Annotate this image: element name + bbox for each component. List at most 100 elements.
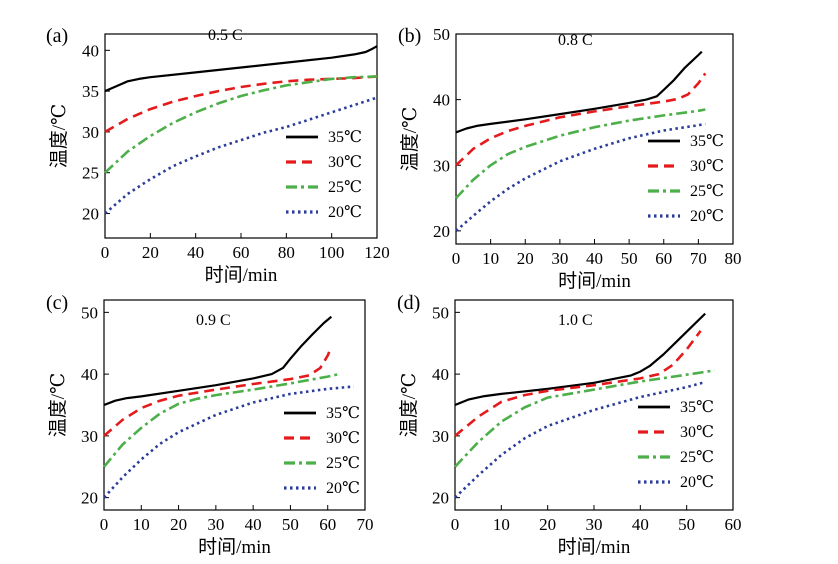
x-axis-title: 时间/min [205, 264, 278, 286]
x-tick-label: 20 [170, 515, 187, 534]
legend-label: 20℃ [326, 480, 360, 497]
legend-label: 20℃ [328, 204, 362, 221]
y-tick-label: 20 [433, 222, 450, 241]
series-line [103, 345, 333, 437]
series-line [454, 330, 702, 437]
x-tick-label: 40 [632, 515, 649, 534]
series-line [104, 75, 378, 174]
x-axis-title: 时间/min [558, 536, 631, 558]
series-line [103, 385, 354, 499]
rate-annotation: 0.8 C [558, 32, 593, 49]
x-tick-label: 100 [319, 243, 345, 262]
y-tick-label: 40 [432, 365, 449, 384]
x-axis-title: 时间/min [558, 270, 631, 292]
x-tick-label: 40 [586, 249, 603, 268]
x-tick-label: 50 [282, 515, 299, 534]
y-tick-label: 30 [432, 427, 449, 446]
panel-letter: (a) [46, 25, 68, 47]
rate-annotation: 0.5 C [208, 27, 243, 44]
y-tick-label: 30 [82, 123, 99, 142]
x-tick-label: 0 [101, 243, 110, 262]
x-tick-label: 40 [187, 243, 204, 262]
rate-annotation: 0.9 C [196, 312, 231, 329]
y-tick-label: 50 [433, 25, 450, 44]
legend-label: 35℃ [326, 405, 360, 422]
x-tick-label: 60 [725, 515, 742, 534]
legend-label: 35℃ [328, 129, 362, 146]
y-tick-label: 40 [433, 91, 450, 110]
legend-label: 25℃ [326, 455, 360, 472]
y-axis-title: 温度/℃ [398, 373, 420, 438]
x-tick-label: 0 [451, 515, 460, 534]
rate-annotation: 1.0 C [558, 312, 593, 329]
x-tick-label: 10 [133, 515, 150, 534]
legend-label: 25℃ [680, 449, 714, 466]
x-tick-label: 50 [678, 515, 695, 534]
y-tick-label: 50 [81, 303, 98, 322]
legend-label: 30℃ [328, 154, 362, 171]
y-tick-label: 20 [81, 489, 98, 508]
panel-letter: (b) [398, 25, 421, 47]
y-tick-label: 50 [432, 303, 449, 322]
x-tick-label: 30 [551, 249, 568, 268]
series-line [104, 96, 378, 215]
y-tick-label: 20 [82, 205, 99, 224]
y-tick-label: 25 [82, 164, 99, 183]
series-line [104, 45, 378, 93]
series-line [103, 372, 340, 468]
panel-letter: (d) [397, 292, 420, 314]
x-tick-label: 30 [586, 515, 603, 534]
series-line [104, 75, 378, 134]
x-tick-label: 70 [690, 249, 707, 268]
legend-label: 30℃ [326, 430, 360, 447]
x-tick-label: 30 [207, 515, 224, 534]
y-tick-label: 40 [82, 41, 99, 60]
legend-label: 20℃ [690, 208, 724, 225]
x-tick-label: 70 [357, 515, 374, 534]
x-tick-label: 20 [539, 515, 556, 534]
y-tick-label: 40 [81, 365, 98, 384]
x-tick-label: 20 [517, 249, 534, 268]
x-tick-label: 10 [482, 249, 499, 268]
series-line [454, 312, 706, 407]
legend-label: 35℃ [680, 399, 714, 416]
x-tick-label: 80 [278, 243, 295, 262]
series-line [455, 50, 703, 134]
y-tick-label: 30 [433, 156, 450, 175]
x-tick-label: 60 [655, 249, 672, 268]
x-tick-label: 60 [233, 243, 250, 262]
chart-panel: 0 10 20 30 40 50 60 70 20 30 40 50 时间/min 温度/℃ (c) 0.9 … [46, 292, 374, 558]
series-line [455, 72, 707, 167]
chart-panel: 0 10 20 30 40 50 60 70 80 20 30 40 50 时间/min 温度/℃ (b) 0.… [398, 25, 742, 292]
legend-label: 30℃ [680, 424, 714, 441]
y-tick-label: 20 [432, 489, 449, 508]
x-tick-label: 120 [364, 243, 390, 262]
legend-label: 25℃ [328, 179, 362, 196]
y-axis-title: 温度/℃ [399, 107, 421, 172]
series-line [103, 315, 333, 407]
legend-label: 25℃ [690, 183, 724, 200]
y-axis-title: 温度/℃ [48, 104, 70, 169]
legend-label: 35℃ [690, 133, 724, 150]
x-tick-label: 40 [245, 515, 262, 534]
x-tick-label: 50 [621, 249, 638, 268]
x-tick-label: 60 [319, 515, 336, 534]
x-tick-label: 10 [493, 515, 510, 534]
y-tick-label: 35 [82, 82, 99, 101]
y-tick-label: 30 [81, 427, 98, 446]
legend-label: 30℃ [690, 158, 724, 175]
x-tick-label: 20 [142, 243, 159, 262]
x-tick-label: 80 [725, 249, 742, 268]
x-axis-title: 时间/min [198, 536, 271, 558]
y-axis-title: 温度/℃ [47, 373, 69, 438]
series-line [455, 122, 706, 232]
x-tick-label: 0 [100, 515, 109, 534]
x-tick-label: 0 [452, 249, 461, 268]
panel-letter: (c) [46, 292, 68, 314]
legend-label: 20℃ [680, 474, 714, 491]
chart-panel: 0 10 20 30 40 50 60 20 30 40 50 时间/min 温度/℃ (d) 1.0 C 3… [397, 292, 742, 558]
series-line [454, 369, 715, 468]
series-line [454, 380, 706, 499]
